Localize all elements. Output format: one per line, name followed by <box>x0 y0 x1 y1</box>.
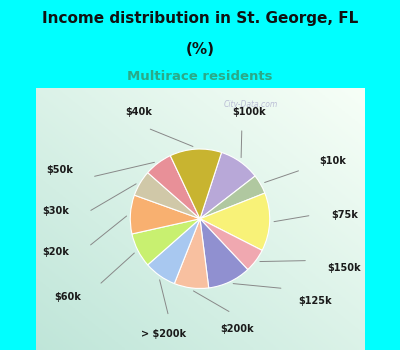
Text: $75k: $75k <box>331 210 358 220</box>
Wedge shape <box>170 149 222 219</box>
Wedge shape <box>134 173 200 219</box>
Wedge shape <box>132 219 200 265</box>
Text: (%): (%) <box>186 42 214 57</box>
Text: $100k: $100k <box>232 107 266 117</box>
Text: $200k: $200k <box>220 324 254 335</box>
Text: City-Data.com: City-Data.com <box>224 100 278 109</box>
Wedge shape <box>148 156 200 219</box>
Text: $150k: $150k <box>327 263 361 273</box>
Wedge shape <box>200 153 255 219</box>
Wedge shape <box>200 193 270 250</box>
Text: $60k: $60k <box>54 292 81 302</box>
Text: Multirace residents: Multirace residents <box>127 70 273 83</box>
Wedge shape <box>148 219 200 284</box>
Text: > $200k: > $200k <box>140 329 186 338</box>
Text: $125k: $125k <box>298 296 332 306</box>
Wedge shape <box>200 219 248 288</box>
Text: $10k: $10k <box>319 156 346 166</box>
Text: $30k: $30k <box>42 205 69 216</box>
Wedge shape <box>130 195 200 234</box>
Text: $20k: $20k <box>42 246 69 257</box>
Text: Income distribution in St. George, FL: Income distribution in St. George, FL <box>42 10 358 26</box>
Text: $50k: $50k <box>46 164 73 175</box>
Text: $40k: $40k <box>125 107 152 117</box>
Wedge shape <box>200 176 265 219</box>
Wedge shape <box>174 219 209 288</box>
Wedge shape <box>200 219 262 270</box>
